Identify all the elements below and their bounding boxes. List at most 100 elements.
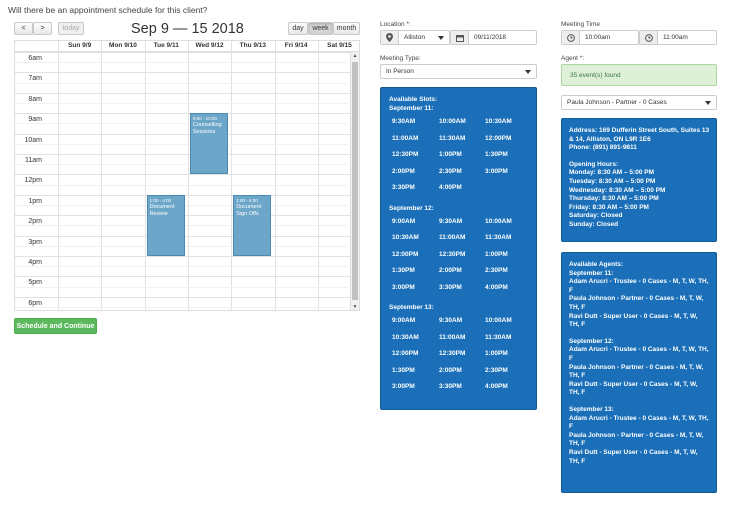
date-value: 09/11/2018 xyxy=(474,34,507,41)
time-slot[interactable]: 10:00AM xyxy=(485,317,512,324)
hour-label: 10am xyxy=(24,136,42,144)
time-slot[interactable]: 3:00PM xyxy=(392,383,415,390)
agent-line: TH, F xyxy=(569,304,586,311)
opening-hours-line: Thursday: 8:30 AM – 5:00 PM xyxy=(569,195,659,203)
slot-date-heading: September 13: xyxy=(389,304,434,311)
time-slot[interactable]: 10:30AM xyxy=(392,333,419,341)
hour-label: 8am xyxy=(28,95,42,103)
agent-select[interactable]: Paula Johnson - Partner - 0 Cases xyxy=(561,95,717,110)
grid-column-line xyxy=(187,41,189,310)
hour-label: 11am xyxy=(25,157,42,164)
half-hour-line xyxy=(15,184,351,186)
time-slot[interactable]: 2:30PM xyxy=(485,267,508,274)
hour-line xyxy=(15,52,351,53)
agent-line: Adam Arucri - Trustee - 0 Cases - M, T, … xyxy=(569,346,709,354)
hour-line xyxy=(15,256,351,257)
time-slot[interactable]: 12:30PM xyxy=(439,250,466,258)
week-calendar[interactable]: Sun 9/9 Mon 9/10 Tue 9/11 Wed 9/12 Thu 9/13 F… xyxy=(14,40,360,311)
grid-column-line xyxy=(101,41,103,310)
time-slot[interactable]: 1:00PM xyxy=(485,250,508,258)
start-time-field[interactable]: 10:00am xyxy=(561,30,639,45)
today-button[interactable]: today xyxy=(58,22,84,35)
end-time-field[interactable]: 11:00am xyxy=(639,30,717,45)
time-slot[interactable]: 1:00PM xyxy=(439,151,462,158)
opening-hours-line: Saturday: Closed xyxy=(569,212,623,220)
event-title: Document Review xyxy=(149,203,175,217)
date-field[interactable]: 09/11/2018 xyxy=(450,30,537,45)
office-info-panel: Address: 169 Dufferin Street South, Suit… xyxy=(561,118,717,242)
time-slot[interactable]: 12:00PM xyxy=(485,134,512,142)
time-slot[interactable]: 10:00AM xyxy=(485,217,512,225)
calendar-event[interactable]: 1:00 - 4:00 Document Review xyxy=(146,194,185,256)
time-slot[interactable]: 1:30PM xyxy=(392,366,415,374)
meeting-type-select[interactable]: In Person xyxy=(380,64,537,79)
view-week-button[interactable]: week xyxy=(308,22,333,35)
hour-line xyxy=(15,133,351,135)
prev-week-button[interactable]: < xyxy=(14,22,33,35)
calendar-scrollbar[interactable]: ▲ ▼ xyxy=(350,52,359,310)
hour-line xyxy=(15,154,351,155)
time-slot[interactable]: 12:00PM xyxy=(392,350,419,357)
time-slot[interactable]: 12:30PM xyxy=(392,151,419,158)
time-slot[interactable]: 2:30PM xyxy=(439,167,462,175)
time-slot[interactable]: 3:00PM xyxy=(392,283,415,291)
agent-label: Agent *: xyxy=(561,55,585,62)
time-slot[interactable]: 9:00AM xyxy=(392,317,416,324)
time-slot[interactable]: 11:00AM xyxy=(392,134,419,142)
time-slot[interactable]: 10:30AM xyxy=(392,234,419,241)
scroll-up-arrow-icon[interactable]: ▲ xyxy=(352,53,358,59)
time-slot[interactable]: 9:00AM xyxy=(392,217,416,225)
view-day-button[interactable]: day xyxy=(288,22,308,35)
hour-label: 3pm xyxy=(28,238,42,246)
time-slot[interactable]: 9:30AM xyxy=(439,217,463,225)
time-slot[interactable]: 1:00PM xyxy=(485,350,508,357)
time-slot[interactable]: 11:00AM xyxy=(439,234,466,241)
time-slot[interactable]: 4:00PM xyxy=(439,184,462,191)
half-hour-line xyxy=(15,123,351,125)
time-slot[interactable]: 2:00PM xyxy=(439,267,462,274)
time-slot[interactable]: 3:30PM xyxy=(439,283,462,291)
agents-heading: Available Agents: xyxy=(569,261,624,268)
time-slot[interactable]: 11:00AM xyxy=(439,333,466,341)
hour-line xyxy=(15,92,351,94)
agent-line: Paula Johnson - Partner - 0 Cases - M, T… xyxy=(569,295,704,303)
day-header: Fri 9/14 xyxy=(284,42,308,49)
office-address: & 14, Alliston, ON L9R 1E6 xyxy=(569,135,651,143)
events-found-alert: 35 event(s) found xyxy=(561,64,717,86)
time-slot[interactable]: 9:30AM xyxy=(392,118,416,125)
time-slot[interactable]: 11:30AM xyxy=(485,333,512,341)
time-slot[interactable]: 2:00PM xyxy=(392,167,415,175)
time-slot[interactable]: 11:30AM xyxy=(485,234,512,241)
clock-icon xyxy=(562,31,580,44)
location-select[interactable]: Alliston xyxy=(380,30,450,45)
start-time-value: 10:00am xyxy=(585,34,611,41)
next-week-button[interactable]: > xyxy=(33,22,52,35)
chevron-down-icon xyxy=(438,35,444,40)
time-slot[interactable]: 4:00PM xyxy=(485,383,508,390)
opening-hours-line: Wednesday: 8:30 AM – 5:00 PM xyxy=(569,186,666,194)
time-slot[interactable]: 2:00PM xyxy=(439,366,462,374)
time-slot[interactable]: 12:00PM xyxy=(392,250,419,258)
time-slot[interactable]: 1:30PM xyxy=(392,267,415,274)
time-slot[interactable]: 4:00PM xyxy=(485,283,508,291)
calendar-event[interactable]: 9:00 - 10:00 Counselling Sessions xyxy=(189,113,229,175)
time-slot[interactable]: 3:30PM xyxy=(392,184,415,191)
hour-line xyxy=(15,72,351,74)
calendar-event[interactable]: 1:00 - 4:00 Document Sign Offs xyxy=(233,194,272,256)
schedule-continue-button[interactable]: Schedule and Continue xyxy=(14,318,97,334)
grid-column-line xyxy=(274,41,276,310)
day-header: Wed 9/12 xyxy=(195,42,224,49)
time-slot[interactable]: 1:30PM xyxy=(485,151,508,158)
time-slot[interactable]: 3:00PM xyxy=(485,167,508,175)
time-slot[interactable]: 3:30PM xyxy=(439,383,462,390)
time-slot[interactable]: 12:30PM xyxy=(439,350,466,357)
time-slot[interactable]: 10:00AM xyxy=(439,118,466,125)
view-month-button[interactable]: month xyxy=(333,22,360,35)
time-slot[interactable]: 10:30AM xyxy=(485,118,512,125)
grid-column-line xyxy=(231,41,233,310)
time-slot[interactable]: 2:30PM xyxy=(485,366,508,374)
time-slot[interactable]: 11:30AM xyxy=(439,134,466,142)
time-slot[interactable]: 9:30AM xyxy=(439,317,463,324)
scroll-thumb[interactable] xyxy=(352,62,358,300)
scroll-down-arrow-icon[interactable]: ▼ xyxy=(352,304,358,310)
